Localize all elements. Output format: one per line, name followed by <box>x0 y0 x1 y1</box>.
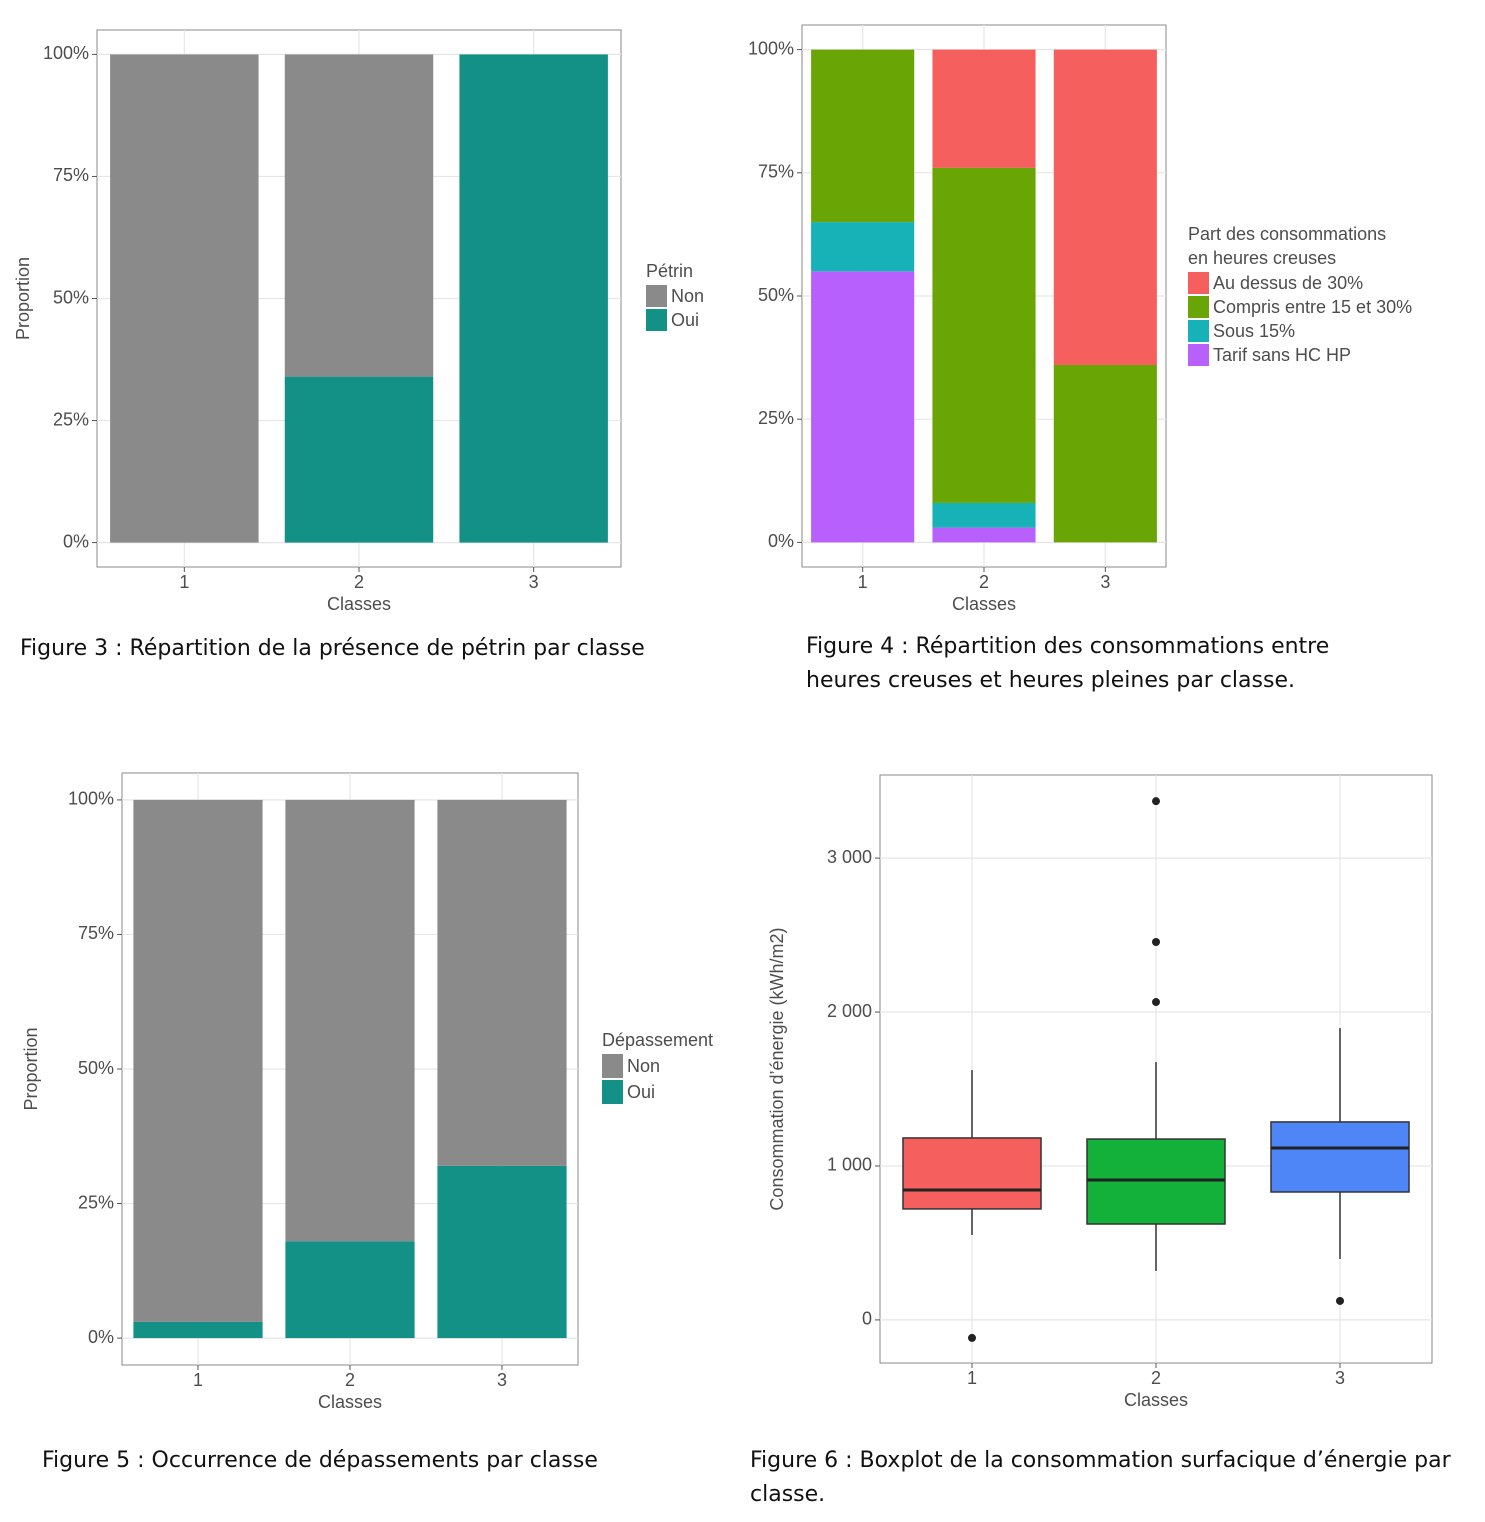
legend-swatch <box>1188 320 1209 342</box>
legend-label: Non <box>671 286 704 306</box>
bar-segment <box>285 1241 415 1339</box>
bar-segment <box>284 376 434 543</box>
bar-segment <box>932 49 1036 168</box>
bar-segment <box>1053 364 1157 543</box>
y-tick-label: 50% <box>758 285 794 305</box>
y-tick-label: 75% <box>758 162 794 182</box>
legend-swatch <box>1188 272 1209 294</box>
bar-segment <box>811 49 915 223</box>
outlier <box>1152 998 1160 1007</box>
x-tick-label: 1 <box>179 572 189 592</box>
x-axis-title: Classes <box>1124 1390 1188 1410</box>
legend-swatch <box>1188 344 1209 366</box>
x-tick-label: 2 <box>345 1370 355 1390</box>
legend-label: Oui <box>627 1082 655 1102</box>
y-tick-label: 25% <box>53 409 89 429</box>
bar-segment <box>110 54 259 543</box>
x-axis-title: Classes <box>952 594 1016 614</box>
legend-label: Tarif sans HC HP <box>1213 345 1351 365</box>
caption: Figure 4 : Répartition des consommations… <box>806 634 1330 693</box>
legend-label: Au dessus de 30% <box>1213 273 1363 293</box>
y-tick-label: 2 000 <box>827 1001 872 1021</box>
x-axis-title: Classes <box>327 594 391 614</box>
y-tick-label: 75% <box>53 165 89 185</box>
legend-swatch <box>602 1080 623 1104</box>
legend-title: Pétrin <box>646 261 693 281</box>
legend-title: Part des consommations <box>1188 224 1386 244</box>
y-axis-title: Proportion <box>13 257 33 340</box>
bar-segment <box>1053 49 1157 365</box>
y-tick-label: 0% <box>88 1327 114 1347</box>
y-tick-label: 0% <box>768 531 794 551</box>
box <box>1086 1138 1226 1225</box>
legend-label: Compris entre 15 et 30% <box>1213 297 1412 317</box>
bar-segment <box>811 222 915 272</box>
x-tick-label: 2 <box>1151 1368 1161 1388</box>
y-tick-label: 100% <box>68 789 114 809</box>
bar-segment <box>932 527 1036 543</box>
y-tick-label: 0 <box>862 1309 872 1329</box>
legend-swatch <box>646 309 667 331</box>
y-tick-label: 50% <box>53 287 89 307</box>
y-tick-label: 25% <box>78 1192 114 1212</box>
legend-swatch <box>1188 296 1209 318</box>
x-axis-title: Classes <box>318 1392 382 1412</box>
legend-title: en heures creuses <box>1188 248 1336 268</box>
bar-segment <box>459 54 608 543</box>
y-tick-label: 0% <box>63 531 89 551</box>
y-axis-title: Consommation d’énergie (kWh/m2) <box>767 927 787 1210</box>
legend-swatch <box>602 1054 623 1078</box>
caption: Figure 3 : Répartition de la présence de… <box>20 636 645 661</box>
legend-label: Non <box>627 1056 660 1076</box>
legend-title: Dépassement <box>602 1030 713 1050</box>
outlier <box>1336 1296 1344 1305</box>
x-tick-label: 2 <box>354 572 364 592</box>
box <box>1270 1121 1410 1193</box>
bar-segment <box>932 502 1036 528</box>
x-tick-label: 3 <box>497 1370 507 1390</box>
bar-segment <box>133 799 263 1322</box>
x-tick-label: 3 <box>529 572 539 592</box>
bar-segment <box>284 54 434 377</box>
bar-segment <box>133 1321 263 1339</box>
y-tick-label: 100% <box>748 38 794 58</box>
bar-segment <box>437 799 567 1166</box>
bar-segment <box>285 799 415 1242</box>
y-tick-label: 100% <box>43 43 89 63</box>
x-tick-label: 1 <box>858 572 868 592</box>
x-tick-label: 3 <box>1100 572 1110 592</box>
legend-label: Sous 15% <box>1213 321 1295 341</box>
y-axis-title: Proportion <box>21 1027 41 1110</box>
x-tick-label: 1 <box>967 1368 977 1388</box>
outlier <box>1152 797 1160 806</box>
legend-label: Oui <box>671 310 699 330</box>
x-tick-label: 1 <box>193 1370 203 1390</box>
y-tick-label: 25% <box>758 408 794 428</box>
caption: Figure 6 : Boxplot de la consommation su… <box>750 1448 1451 1507</box>
legend-swatch <box>646 285 667 307</box>
caption: Figure 5 : Occurrence de dépassements pa… <box>42 1448 598 1473</box>
bar-segment <box>811 271 915 543</box>
x-tick-label: 2 <box>979 572 989 592</box>
y-tick-label: 50% <box>78 1058 114 1078</box>
y-tick-label: 3 000 <box>827 847 872 867</box>
x-tick-label: 3 <box>1335 1368 1345 1388</box>
bar-segment <box>932 167 1036 503</box>
outlier <box>968 1333 976 1342</box>
y-tick-label: 1 000 <box>827 1155 872 1175</box>
y-tick-label: 75% <box>78 923 114 943</box>
box <box>902 1137 1042 1210</box>
bar-segment <box>437 1165 567 1339</box>
outlier <box>1152 938 1160 947</box>
